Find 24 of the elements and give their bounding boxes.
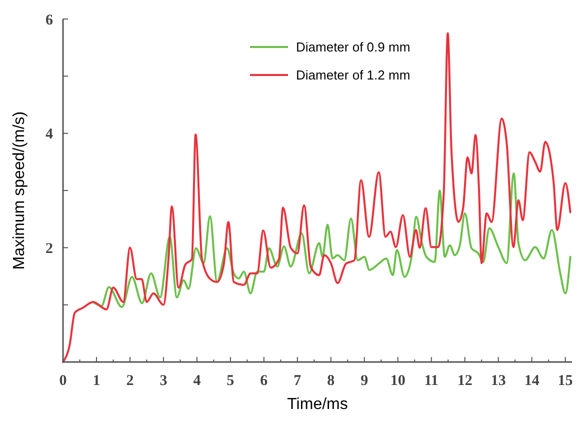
x-tick-label: 13 [490, 373, 506, 389]
y-tick-label: 4 [46, 126, 54, 143]
x-tick-label: 14 [524, 373, 540, 389]
x-tick-label: 12 [457, 373, 472, 389]
x-tick-label: 4 [193, 373, 202, 389]
x-tick-label: 5 [226, 373, 234, 389]
y-axis-title: Maximum speed/(m/s) [11, 111, 28, 270]
y-tick-label: 6 [46, 12, 54, 28]
legend-label: Diameter of 0.9 mm [296, 40, 410, 55]
x-tick-label: 11 [424, 373, 438, 389]
x-tick-label: 2 [126, 373, 134, 389]
x-tick-label: 10 [390, 373, 406, 389]
legend-label: Diameter of 1.2 mm [296, 68, 410, 83]
x-tick-label: 7 [294, 373, 302, 389]
y-tick-label: 2 [46, 240, 53, 257]
line-series [92, 172, 572, 308]
x-tick-label: 15 [558, 373, 573, 389]
x-tick-label: 9 [360, 373, 368, 389]
x-tick-label: 0 [59, 373, 67, 389]
x-axis-title: Time/ms [287, 396, 348, 413]
x-tick-label: 1 [92, 373, 100, 389]
x-tick-label: 6 [260, 373, 268, 389]
x-tick-label: 3 [160, 373, 168, 389]
x-tick-label: 8 [327, 373, 335, 389]
